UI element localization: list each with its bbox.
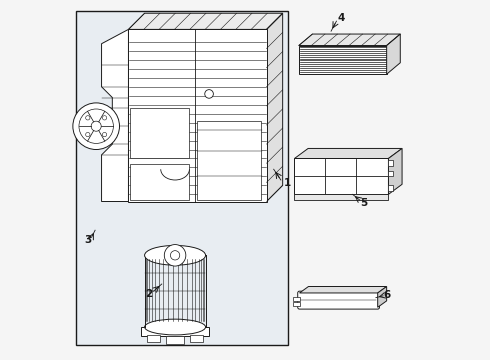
Text: 6: 6	[384, 290, 391, 300]
Polygon shape	[128, 13, 283, 30]
Bar	[388, 185, 393, 191]
Bar	[293, 297, 299, 301]
Polygon shape	[101, 30, 128, 202]
Polygon shape	[378, 287, 387, 307]
Bar	[130, 164, 189, 200]
Bar	[190, 335, 203, 342]
Bar	[196, 121, 261, 200]
Polygon shape	[267, 13, 283, 202]
Bar	[293, 302, 299, 306]
Bar	[141, 327, 209, 336]
Bar	[147, 335, 160, 342]
Circle shape	[86, 132, 90, 137]
Circle shape	[91, 121, 101, 131]
Polygon shape	[389, 148, 402, 194]
Circle shape	[102, 116, 107, 120]
Bar	[76, 12, 288, 345]
Polygon shape	[294, 148, 402, 158]
Ellipse shape	[145, 319, 205, 335]
Text: 2: 2	[145, 289, 152, 299]
Bar	[388, 171, 393, 176]
Circle shape	[205, 90, 213, 98]
Text: 1: 1	[284, 178, 291, 188]
FancyBboxPatch shape	[298, 291, 379, 309]
Bar	[299, 45, 387, 74]
Text: 3: 3	[85, 235, 92, 245]
Bar	[166, 336, 184, 344]
Bar	[128, 30, 267, 202]
Polygon shape	[299, 34, 400, 45]
Bar	[130, 108, 189, 158]
Bar	[294, 158, 389, 194]
Text: 5: 5	[361, 198, 368, 208]
Ellipse shape	[145, 246, 205, 265]
Circle shape	[73, 103, 120, 149]
Text: 4: 4	[337, 13, 344, 23]
Circle shape	[171, 251, 180, 260]
Polygon shape	[387, 34, 400, 74]
Circle shape	[79, 109, 113, 143]
Circle shape	[102, 132, 107, 137]
Polygon shape	[299, 287, 387, 293]
Bar	[388, 160, 393, 166]
Circle shape	[86, 116, 90, 120]
Bar	[294, 194, 389, 200]
Circle shape	[164, 244, 186, 266]
